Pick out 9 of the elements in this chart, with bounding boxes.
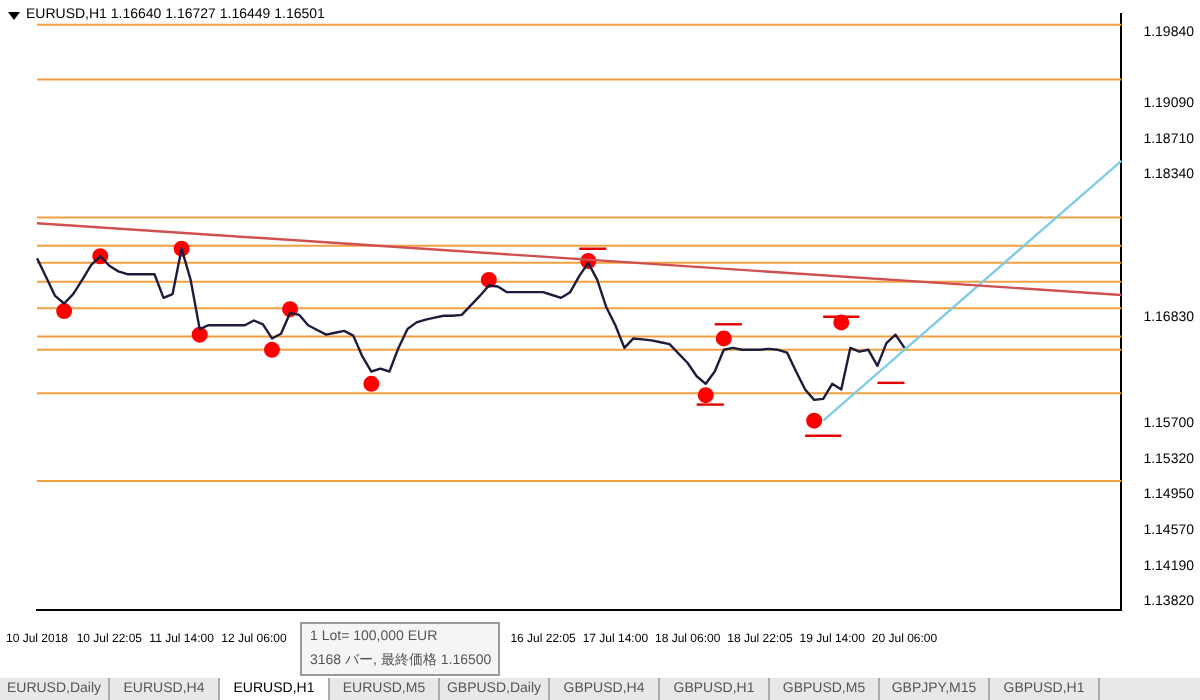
point — [56, 303, 73, 320]
point — [833, 314, 850, 331]
point — [363, 375, 380, 392]
point — [715, 330, 732, 347]
point — [480, 271, 497, 288]
point — [263, 341, 280, 358]
point — [191, 326, 208, 343]
point — [697, 387, 714, 404]
point — [806, 412, 823, 429]
